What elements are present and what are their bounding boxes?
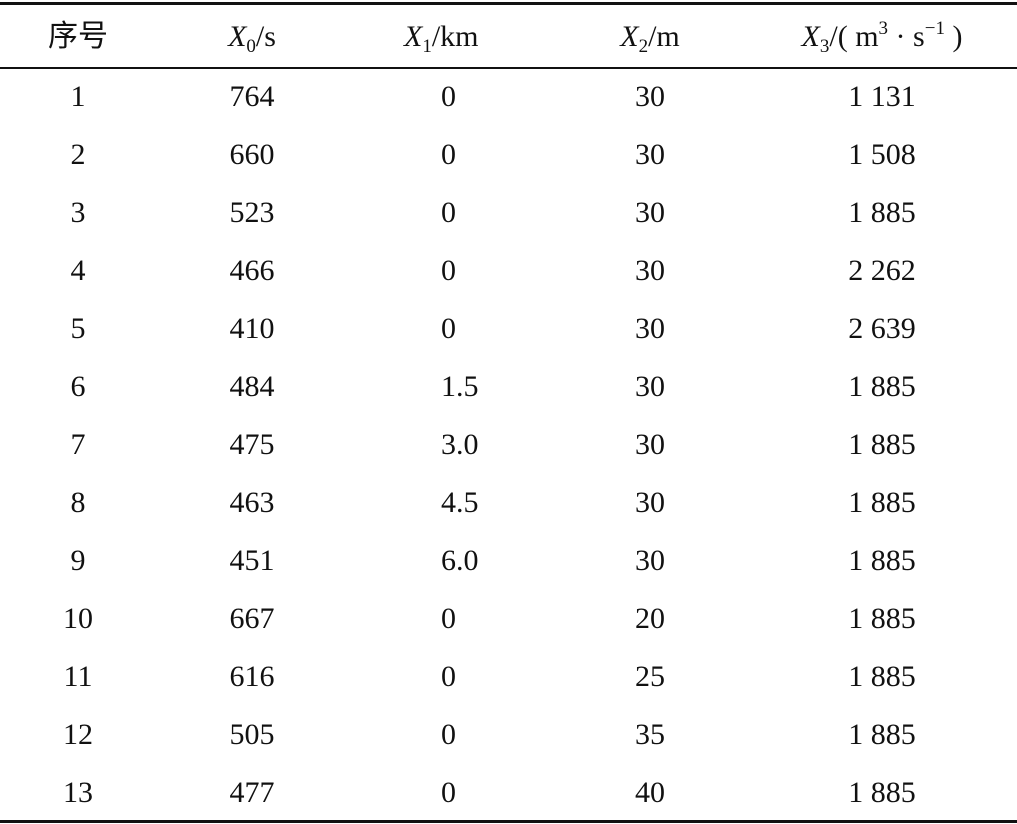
header-unit: /s: [255, 20, 276, 53]
table-cell: 0: [441, 254, 456, 287]
table-cell: 764: [229, 80, 275, 113]
table-cell: 0: [441, 718, 456, 751]
table-cell: 30: [635, 544, 665, 577]
header-unit: ): [944, 20, 963, 53]
table-cell: 1 885: [848, 486, 916, 519]
table-cell: 2 262: [848, 254, 916, 287]
table-cell: 1 131: [848, 80, 916, 113]
table-cell: 1 885: [848, 370, 916, 403]
table-cell: 0: [441, 312, 456, 345]
bottom-rule: [0, 820, 1017, 823]
table-cell: 1 885: [848, 660, 916, 693]
table-cell: 616: [229, 660, 275, 693]
table-cell: 30: [635, 196, 665, 229]
header-symbol: X: [404, 20, 423, 53]
table-cell: 6.0: [441, 544, 479, 577]
table-cell: 35: [635, 718, 665, 751]
table-cell: 1 508: [848, 138, 916, 171]
header-cell: 序号: [48, 20, 108, 53]
table-cell: 660: [229, 138, 275, 171]
table-cell: 7: [70, 428, 86, 461]
header-unit: −1: [924, 18, 945, 39]
table-cell: 30: [635, 80, 665, 113]
table-cell: 505: [229, 718, 275, 751]
table-cell: 0: [441, 602, 456, 635]
table-cell: 10: [63, 602, 93, 635]
table-cell: 1 885: [848, 602, 916, 635]
header-unit: · s: [888, 20, 925, 53]
table-cell: 25: [635, 660, 665, 693]
header-unit: 3: [878, 18, 889, 39]
header-unit: /( m: [829, 20, 879, 53]
table-cell: 667: [229, 602, 275, 635]
table-cell: 30: [635, 486, 665, 519]
table-cell: 3.0: [441, 428, 479, 461]
header-unit: /m: [648, 20, 680, 53]
table-cell: 30: [635, 138, 665, 171]
table-cell: 0: [441, 80, 456, 113]
header-subscript: 2: [638, 36, 649, 57]
table-cell: 1 885: [848, 196, 916, 229]
table-cell: 9: [70, 544, 86, 577]
table-cell: 30: [635, 312, 665, 345]
header-rule: [0, 67, 1017, 69]
table-cell: 475: [229, 428, 275, 461]
top-rule: [0, 2, 1017, 5]
table-cell: 8: [70, 486, 86, 519]
table-cell: 0: [441, 196, 456, 229]
table-cell: 1 885: [848, 428, 916, 461]
table-cell: 484: [229, 370, 275, 403]
header-subscript: 0: [246, 36, 256, 57]
table-cell: 2 639: [848, 312, 916, 345]
table-cell: 1 885: [848, 718, 916, 751]
table-cell: 12: [63, 718, 93, 751]
table-cell: 477: [229, 776, 275, 809]
table-cell: 1 885: [848, 544, 916, 577]
table-cell: 463: [229, 486, 275, 519]
header-unit: /km: [431, 20, 479, 53]
header-cell: X1/km: [404, 17, 479, 57]
table-cell: 451: [229, 544, 275, 577]
header-symbol: X: [228, 20, 247, 53]
header-cell: X0/s: [228, 17, 276, 57]
table-cell: 11: [63, 660, 93, 693]
header-symbol: X: [801, 20, 820, 53]
table-cell: 4.5: [441, 486, 479, 519]
table-cell: 0: [441, 776, 456, 809]
table-cell: 1 885: [848, 776, 916, 809]
table-cell: 30: [635, 254, 665, 287]
table-cell: 5: [70, 312, 86, 345]
header-cell: X3/( m3 · s−1 ): [802, 17, 963, 57]
table-cell: 1: [70, 80, 86, 113]
table-cell: 466: [229, 254, 275, 287]
table-cell: 3: [70, 196, 86, 229]
table-cell: 20: [635, 602, 665, 635]
table-cell: 40: [635, 776, 665, 809]
table-cell: 0: [441, 138, 456, 171]
table-cell: 523: [229, 196, 275, 229]
table-cell: 410: [229, 312, 275, 345]
table-cell: 13: [63, 776, 93, 809]
table-cell: 0: [441, 660, 456, 693]
header-cell: X2/m: [620, 17, 680, 57]
header-symbol: X: [620, 20, 639, 53]
table-cell: 4: [70, 254, 86, 287]
header-subscript: 3: [819, 36, 830, 57]
header-subscript: 1: [422, 36, 432, 57]
table-cell: 1.5: [441, 370, 479, 403]
table-cell: 30: [635, 428, 665, 461]
table-cell: 2: [70, 138, 86, 171]
table-cell: 6: [70, 370, 86, 403]
table-cell: 30: [635, 370, 665, 403]
